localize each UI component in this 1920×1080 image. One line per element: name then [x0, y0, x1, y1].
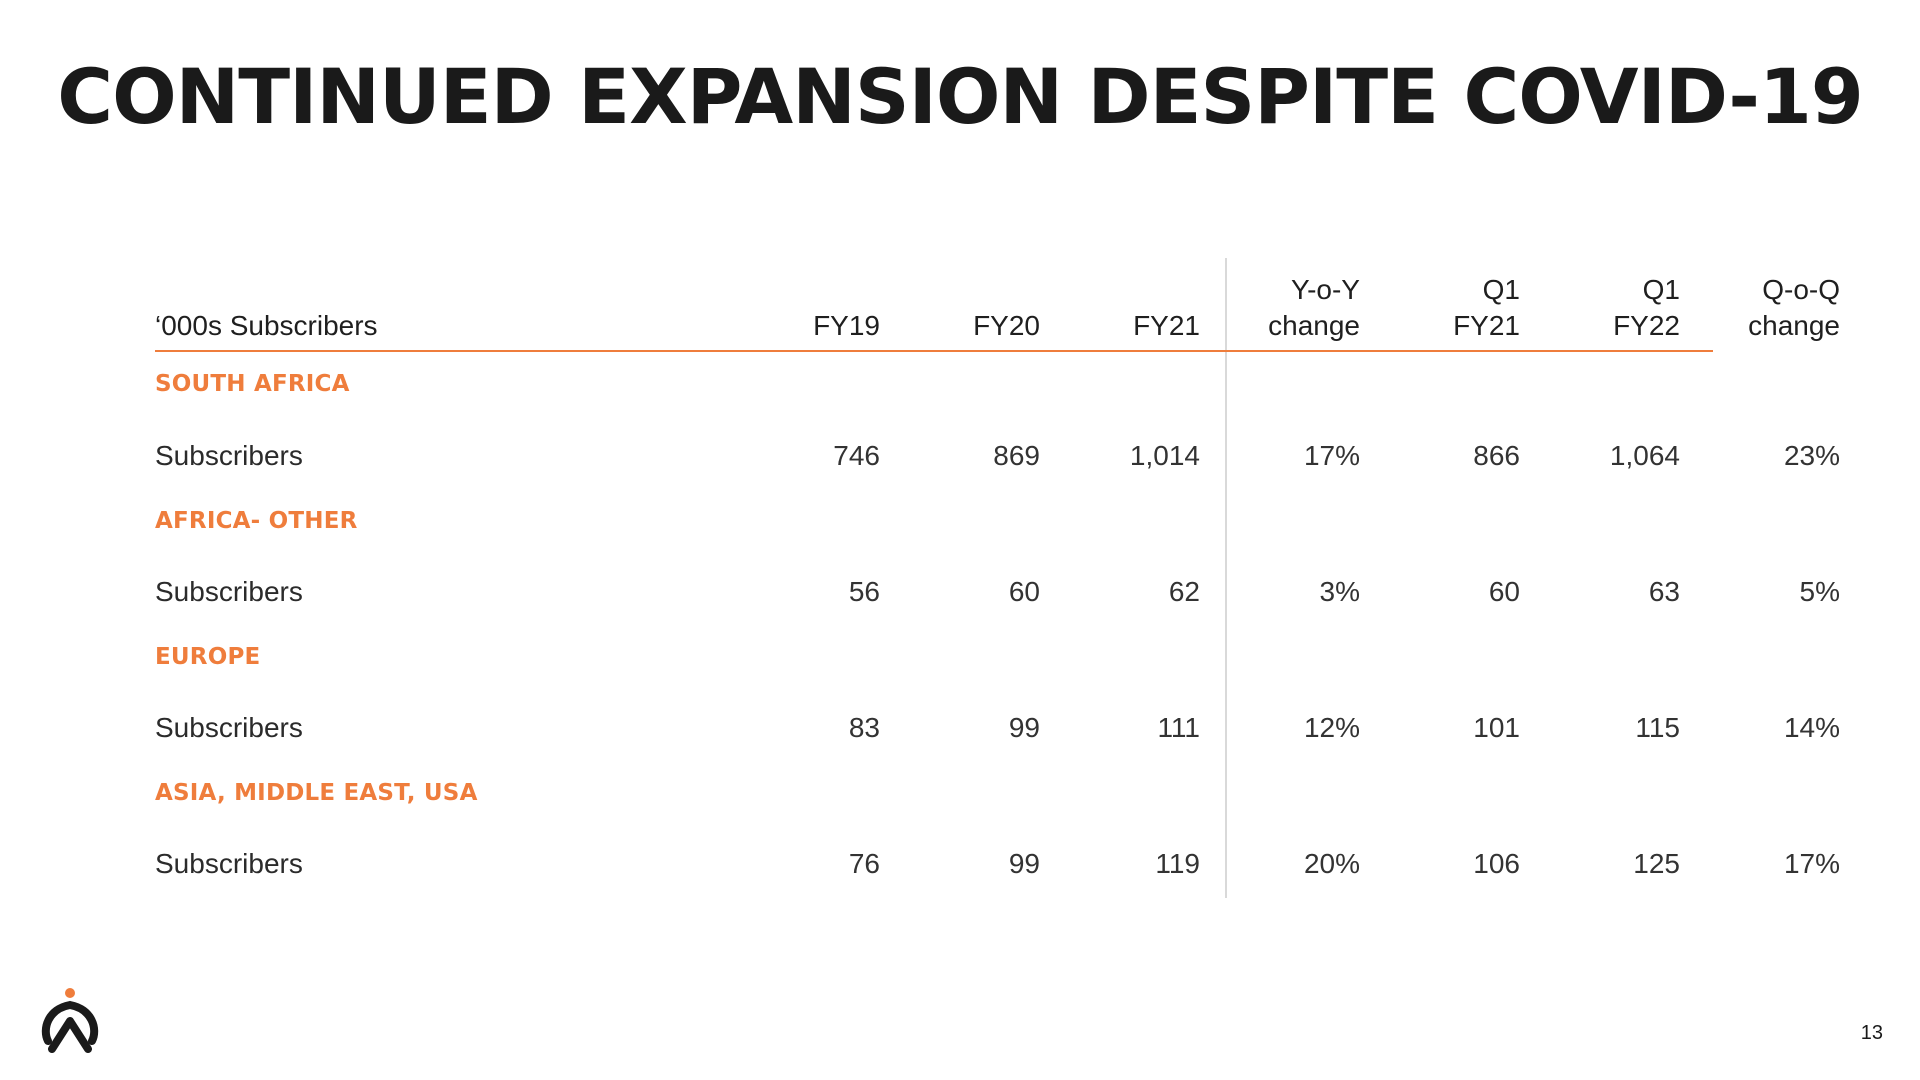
row-label: Subscribers [155, 848, 303, 879]
cell-q1fy22: 63 [1648, 576, 1680, 607]
column-divider [1225, 258, 1227, 898]
region-heading: ASIA, MIDDLE EAST, USA [155, 780, 478, 806]
header-qoq-line1: Q-o-Q [1762, 274, 1840, 305]
cell-q1fy21: 101 [1473, 712, 1520, 743]
row-label: Subscribers [155, 440, 303, 471]
cell-q1fy22: 125 [1633, 848, 1680, 879]
header-qoq-line2: change [1748, 310, 1840, 341]
row-label: Subscribers [155, 576, 303, 607]
header-q1fy22-line2: FY22 [1613, 310, 1680, 341]
header-q1-fy22: Q1 FY22 [1613, 272, 1680, 344]
cell-q1fy22: 115 [1635, 712, 1680, 743]
cell-fy19: 56 [848, 576, 880, 607]
page-number: 13 [1860, 1022, 1883, 1044]
cell-yoy: 20% [1303, 848, 1360, 879]
cell-q1fy21: 866 [1473, 440, 1520, 471]
header-yoy-line1: Y-o-Y [1290, 274, 1360, 305]
cell-fy21: 1,014 [1129, 440, 1200, 471]
header-q1fy22-line1: Q1 [1642, 274, 1680, 305]
cell-fy19: 76 [848, 848, 880, 879]
region-heading: SOUTH AFRICA [155, 371, 350, 397]
table-row: Subscribers 746 869 1,014 17% 866 1,064 … [155, 438, 1840, 478]
region-heading: AFRICA- OTHER [155, 508, 358, 534]
cell-yoy: 3% [1319, 576, 1360, 607]
cell-qoq: 23% [1783, 440, 1840, 471]
table-row: Subscribers 56 60 62 3% 60 63 5% [155, 574, 1840, 614]
cell-q1fy22: 1,064 [1609, 440, 1680, 471]
table-row: Subscribers 76 99 119 20% 106 125 17% [155, 846, 1840, 886]
header-q1fy21-line1: Q1 [1482, 274, 1520, 305]
cell-fy21: 62 [1168, 576, 1200, 607]
cell-fy19: 746 [833, 440, 880, 471]
header-yoy-line2: change [1268, 310, 1360, 341]
cell-qoq: 5% [1799, 576, 1840, 607]
cell-fy20: 99 [1008, 712, 1040, 743]
region-heading: EUROPE [155, 644, 261, 670]
header-q1fy21-line2: FY21 [1453, 310, 1520, 341]
cell-q1fy21: 106 [1473, 848, 1520, 879]
cell-yoy: 17% [1303, 440, 1360, 471]
cell-qoq: 14% [1783, 712, 1840, 743]
header-underline [155, 350, 1713, 352]
subscribers-table: ‘000s Subscribers FY19 FY20 FY21 Y-o-Y c… [155, 258, 1840, 898]
cell-fy20: 869 [993, 440, 1040, 471]
table-header-row: ‘000s Subscribers FY19 FY20 FY21 Y-o-Y c… [155, 270, 1840, 346]
brand-logo-icon [38, 985, 102, 1055]
header-fy20: FY20 [973, 310, 1040, 341]
cell-q1fy21: 60 [1488, 576, 1520, 607]
slide-title: CONTINUED EXPANSION DESPITE COVID-19 [57, 52, 1863, 141]
cell-fy21: 119 [1155, 848, 1200, 879]
header-qoq-change: Q-o-Q change [1748, 272, 1840, 344]
cell-fy20: 99 [1008, 848, 1040, 879]
header-q1-fy21: Q1 FY21 [1453, 272, 1520, 344]
cell-fy21: 111 [1157, 712, 1200, 743]
cell-fy20: 60 [1008, 576, 1040, 607]
header-label: ‘000s Subscribers [155, 310, 378, 341]
row-label: Subscribers [155, 712, 303, 743]
header-fy19: FY19 [813, 310, 880, 341]
cell-yoy: 12% [1303, 712, 1360, 743]
cell-fy19: 83 [848, 712, 880, 743]
table-row: Subscribers 83 99 111 12% 101 115 14% [155, 710, 1840, 750]
header-yoy-change: Y-o-Y change [1268, 272, 1360, 344]
cell-qoq: 17% [1783, 848, 1840, 879]
header-fy21: FY21 [1133, 310, 1200, 341]
